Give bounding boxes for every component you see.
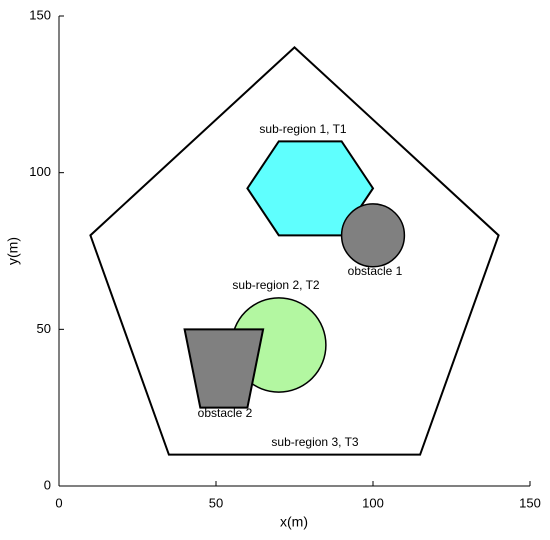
y-tick-label: 100 xyxy=(29,164,51,179)
shape-label: sub-region 3, T3 xyxy=(271,435,358,449)
shape-label: obstacle 2 xyxy=(198,406,253,420)
region-polygon xyxy=(89,45,500,456)
shape-label: obstacle 1 xyxy=(348,264,403,278)
region-polygon xyxy=(183,328,265,409)
x-axis-title: x(m) xyxy=(280,514,308,530)
x-tick-label: 100 xyxy=(362,495,384,510)
shape-label: sub-region 2, T2 xyxy=(232,278,319,292)
x-tick-label: 0 xyxy=(55,495,62,510)
shape-label: sub-region 1, T1 xyxy=(259,122,346,136)
y-tick-label: 150 xyxy=(29,7,51,22)
x-tick-label: 50 xyxy=(209,495,223,510)
region-circle xyxy=(340,203,406,268)
y-tick-label: 0 xyxy=(44,477,51,492)
x-tick-label: 150 xyxy=(519,495,541,510)
y-tick-label: 50 xyxy=(37,321,51,336)
y-axis-title: y(m) xyxy=(5,237,21,265)
